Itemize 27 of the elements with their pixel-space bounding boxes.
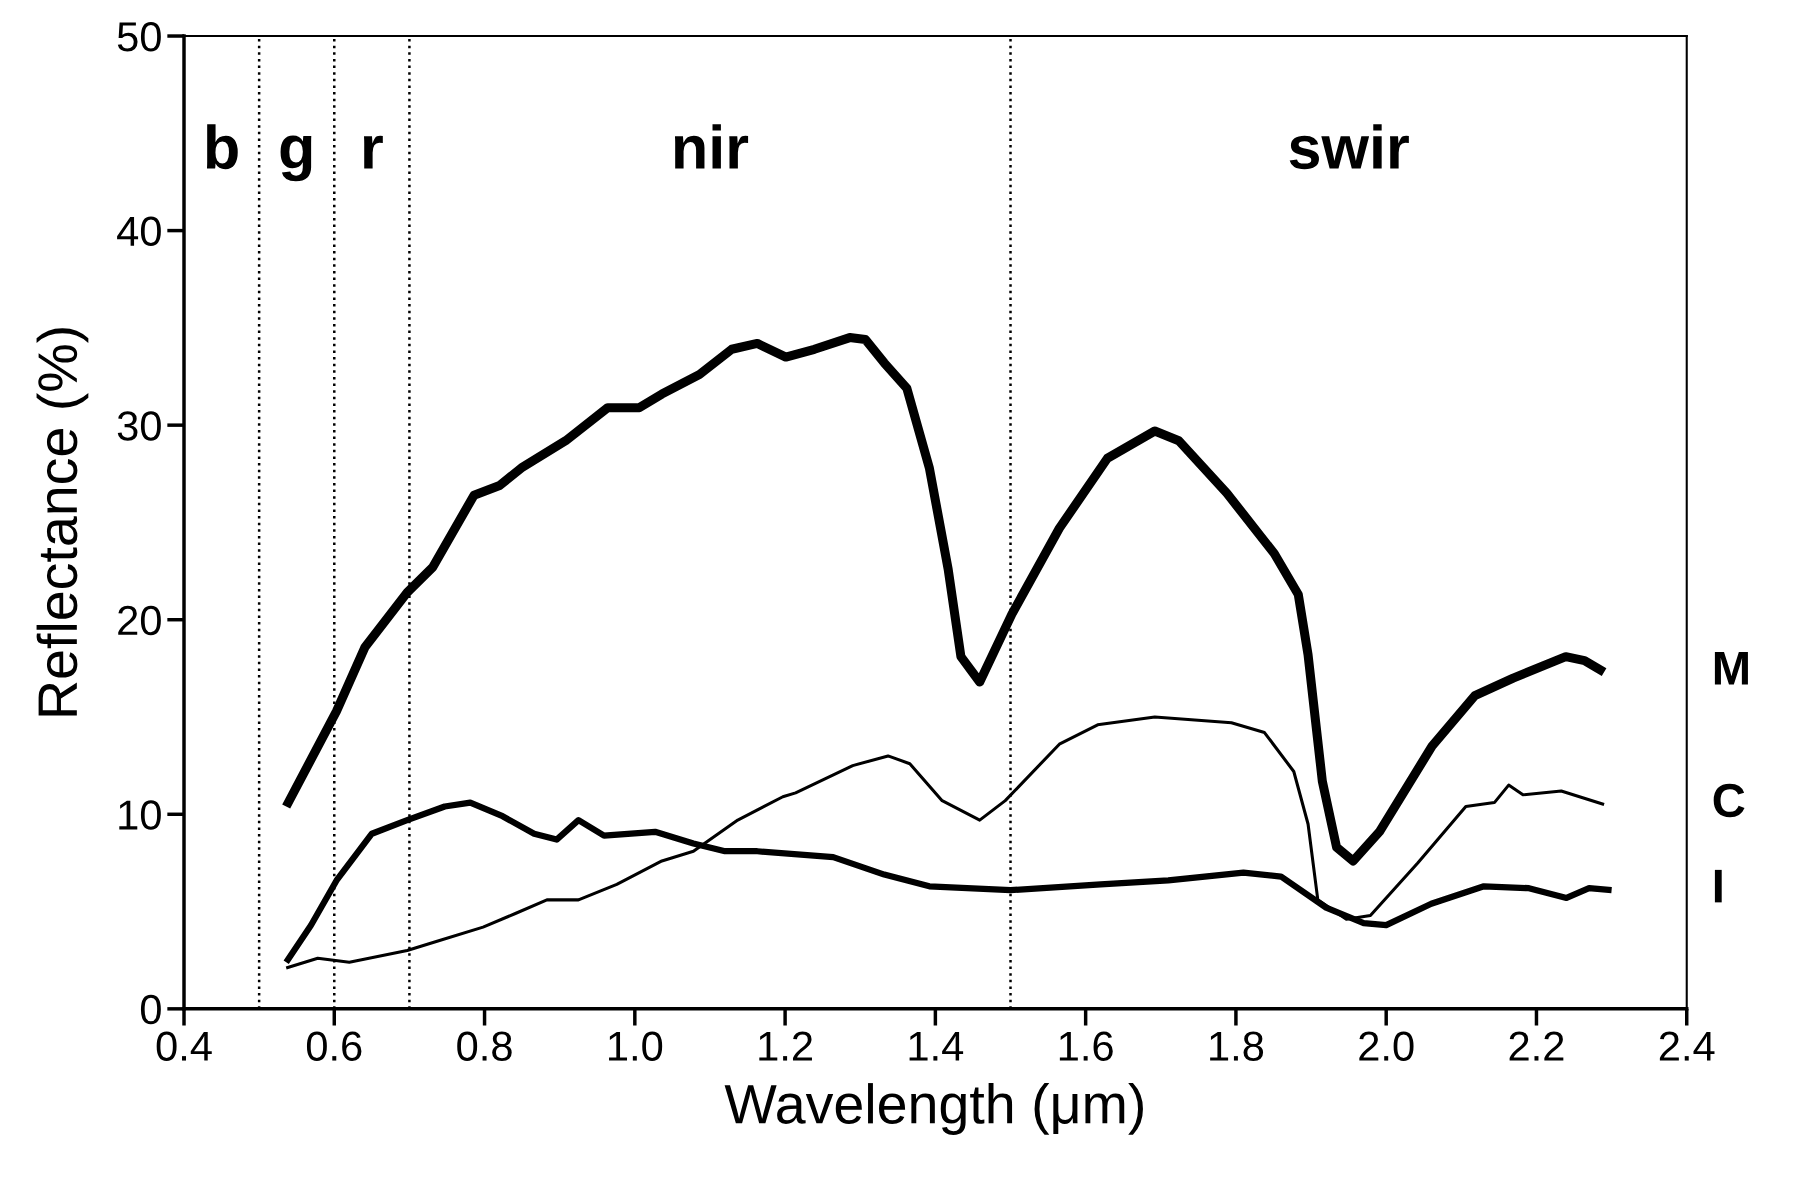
x-tick-label: 2.4 xyxy=(1659,1031,1715,1061)
x-tick-label: 1.4 xyxy=(909,1031,964,1061)
x-tick-label: 1.0 xyxy=(609,1031,663,1061)
y-tick-label: 0 xyxy=(140,994,161,1025)
y-tick-label: 10 xyxy=(119,800,161,830)
x-tick-label: 1.6 xyxy=(1059,1031,1113,1061)
x-tick-label: 0.8 xyxy=(457,1031,512,1061)
x-tick-label: 1.8 xyxy=(1210,1031,1264,1061)
annotation: nir xyxy=(674,124,749,169)
annotation: g xyxy=(280,135,312,182)
text: C xyxy=(1713,783,1745,818)
y-tick-label: 40 xyxy=(117,216,161,247)
annotation: r xyxy=(363,135,383,169)
y-axis-title: Reflectance (%) xyxy=(36,328,89,716)
x-tick-label: 0.4 xyxy=(156,1031,212,1061)
y-tick-label: 20 xyxy=(118,605,161,636)
y-tick-label: 30 xyxy=(117,411,161,441)
annotation: b xyxy=(206,124,238,170)
x-tick-label: 1.2 xyxy=(759,1031,812,1061)
y-tick-label: 50 xyxy=(117,22,161,52)
text: I xyxy=(1714,869,1722,903)
text: M xyxy=(1714,651,1748,685)
x-axis-title: Wavelength (μm) xyxy=(724,1083,1143,1135)
x-tick-label: 2.2 xyxy=(1509,1031,1564,1061)
annotation: swir xyxy=(1289,124,1409,170)
x-tick-label: 0.6 xyxy=(306,1031,362,1061)
x-tick-label: 2.0 xyxy=(1359,1031,1414,1061)
